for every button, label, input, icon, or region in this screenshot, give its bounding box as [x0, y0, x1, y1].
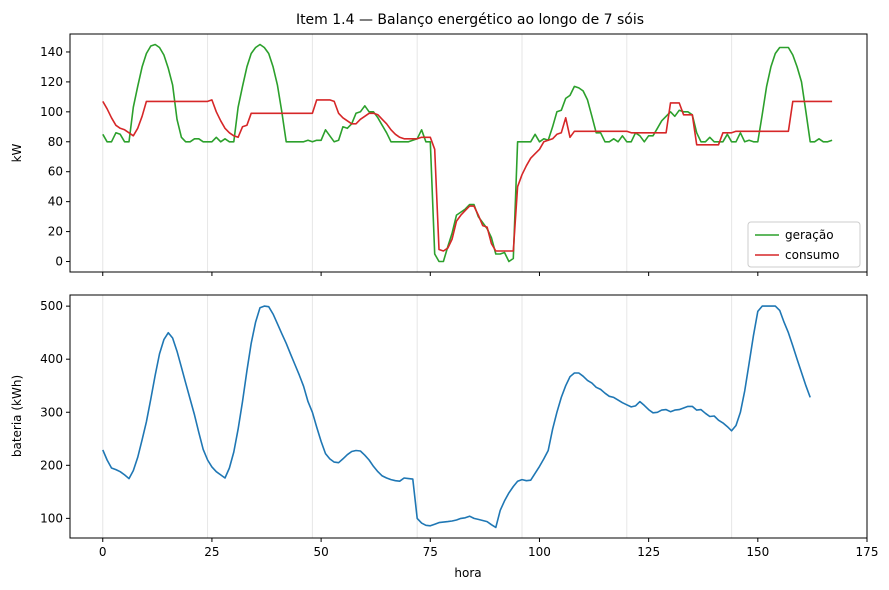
- power-series: [102, 43, 833, 263]
- y-tick-label: 0: [55, 255, 63, 269]
- battery-y-ticks: 100 200 300 400 500: [40, 299, 70, 525]
- series-line-consumo: [102, 99, 833, 252]
- power-vertical-gridlines: [102, 34, 733, 272]
- series-line-bateria: [102, 305, 811, 529]
- battery-x-ticks: 0 25 50 75 100 125 150 175: [99, 538, 879, 559]
- chart-title: Item 1.4 — Balanço energético ao longo d…: [296, 12, 644, 28]
- x-tick-label: 50: [313, 545, 328, 559]
- series-line-geração: [102, 43, 833, 263]
- battery-axes-frame: [69, 294, 868, 539]
- legend-label-geracao: geração: [785, 228, 834, 242]
- battery-series: [102, 305, 811, 529]
- battery-panel: 0 25 50 75 100 125 150 175 100 200 300 400 500 bate…: [10, 294, 879, 580]
- y-tick-label: 400: [40, 352, 63, 366]
- power-axes-frame: [69, 33, 868, 273]
- y-tick-label: 200: [40, 458, 63, 472]
- x-tick-label: 125: [637, 545, 660, 559]
- y-tick-label: 120: [40, 75, 63, 89]
- legend-label-consumo: consumo: [785, 248, 839, 262]
- y-tick-label: 100: [40, 105, 63, 119]
- x-tick-label: 100: [528, 545, 551, 559]
- y-tick-label: 500: [40, 299, 63, 313]
- power-y-axis-label: kW: [10, 143, 24, 162]
- y-tick-label: 60: [48, 165, 63, 179]
- y-tick-label: 100: [40, 511, 63, 525]
- x-tick-label: 75: [423, 545, 438, 559]
- y-tick-label: 300: [40, 405, 63, 419]
- y-tick-label: 20: [48, 225, 63, 239]
- x-tick-label: 0: [99, 545, 107, 559]
- power-legend: geração consumo: [747, 221, 861, 268]
- y-tick-label: 40: [48, 195, 63, 209]
- x-axis-label: hora: [454, 566, 481, 580]
- x-tick-label: 25: [204, 545, 219, 559]
- y-tick-label: 80: [48, 135, 63, 149]
- x-tick-label: 150: [746, 545, 769, 559]
- power-panel: 0 20 40 60 80 100 120 140 kW geração consumo: [10, 33, 868, 276]
- power-y-ticks: 0 20 40 60 80 100 120 140: [40, 45, 70, 269]
- y-tick-label: 140: [40, 45, 63, 59]
- power-x-ticks: [102, 272, 868, 276]
- battery-y-axis-label: bateria (kWh): [10, 375, 24, 457]
- x-tick-label: 175: [856, 545, 879, 559]
- battery-vertical-gridlines: [102, 295, 733, 538]
